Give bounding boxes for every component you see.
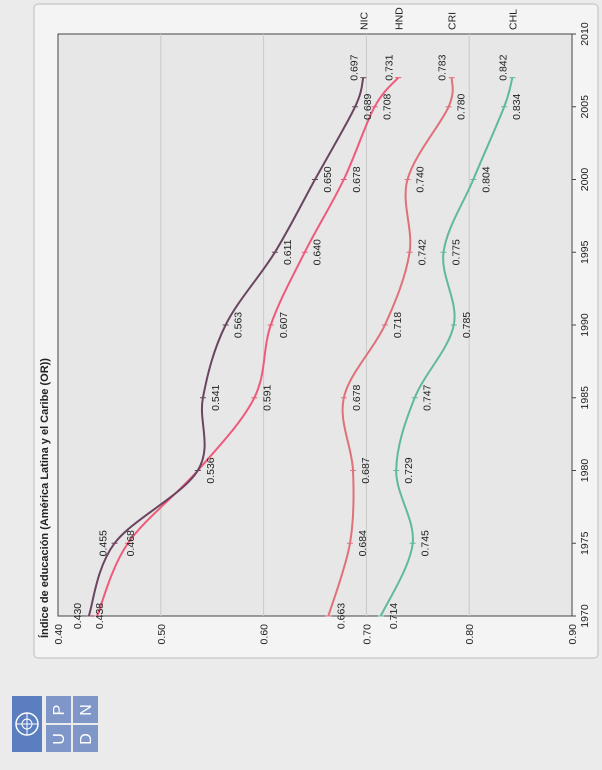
data-label: 0.718	[392, 312, 404, 338]
series-name-label: CRI	[447, 12, 459, 30]
x-tick-label: 1995	[579, 240, 591, 264]
x-tick-label: 2010	[579, 22, 591, 46]
data-label: 0.742	[417, 239, 429, 265]
data-label: 0.714	[388, 603, 400, 629]
data-label: 0.678	[351, 166, 363, 192]
logo-letter-u: U	[51, 733, 68, 745]
x-tick-label: 2000	[579, 168, 591, 192]
data-label: 0.687	[360, 457, 372, 483]
data-label: 0.536	[205, 457, 217, 483]
logo-letter-d: D	[78, 733, 95, 745]
x-tick-label: 1980	[579, 459, 591, 483]
y-tick-label: 0.80	[464, 624, 476, 645]
y-tick-label: 0.50	[156, 624, 168, 645]
data-label: 0.842	[497, 54, 509, 80]
data-label: 0.745	[420, 530, 432, 556]
data-label: 0.455	[98, 530, 110, 556]
data-label: 0.740	[415, 166, 427, 192]
data-label: 0.541	[210, 384, 222, 410]
data-label: 0.747	[422, 384, 434, 410]
data-label: 0.663	[335, 603, 347, 629]
y-tick-label: 0.70	[361, 624, 373, 645]
data-label: 0.650	[322, 166, 334, 192]
data-label: 0.697	[348, 54, 360, 80]
data-label: 0.438	[94, 603, 106, 629]
data-label: 0.780	[456, 93, 468, 119]
plot-area	[57, 33, 573, 617]
x-tick-label: 1975	[579, 531, 591, 555]
data-label: 0.729	[403, 457, 415, 483]
data-label: 0.731	[383, 54, 395, 80]
x-tick-label: 1990	[579, 313, 591, 337]
chart-title: Índice de educación (América Latina y el…	[38, 358, 51, 638]
data-label: 0.785	[461, 312, 473, 338]
y-tick-label: 0.90	[567, 624, 579, 645]
x-tick-label: 1985	[579, 386, 591, 410]
data-label: 0.591	[261, 384, 273, 410]
x-tick-label: 1970	[579, 604, 591, 628]
series-line-chl	[379, 77, 514, 617]
pnud-logo: P N U D	[12, 696, 98, 752]
data-label: 0.775	[451, 239, 463, 265]
un-emblem-icon	[15, 712, 39, 736]
x-tick-label: 2005	[579, 95, 591, 119]
data-label: 0.468	[125, 530, 137, 556]
data-label: 0.430	[72, 603, 84, 629]
series-name-label: NIC	[358, 12, 370, 31]
data-label: 0.804	[480, 166, 492, 192]
series-name-label: HND	[393, 7, 405, 30]
data-label: 0.684	[357, 530, 369, 556]
data-label: 0.607	[278, 312, 290, 338]
series-line-hnd	[96, 76, 400, 617]
data-label: 0.611	[282, 239, 294, 265]
y-tick-label: 0.40	[53, 624, 65, 645]
data-label: 0.563	[233, 312, 245, 338]
logo-letter-p: P	[51, 705, 68, 716]
data-label: 0.689	[362, 93, 374, 119]
data-label: 0.640	[312, 239, 324, 265]
data-label: 0.834	[511, 93, 523, 119]
logo-letter-n: N	[78, 704, 95, 716]
data-label: 0.783	[437, 54, 449, 80]
data-label: 0.708	[382, 93, 394, 119]
series-name-label: CHL	[507, 9, 519, 30]
data-label: 0.678	[351, 384, 363, 410]
y-tick-label: 0.60	[259, 624, 271, 645]
